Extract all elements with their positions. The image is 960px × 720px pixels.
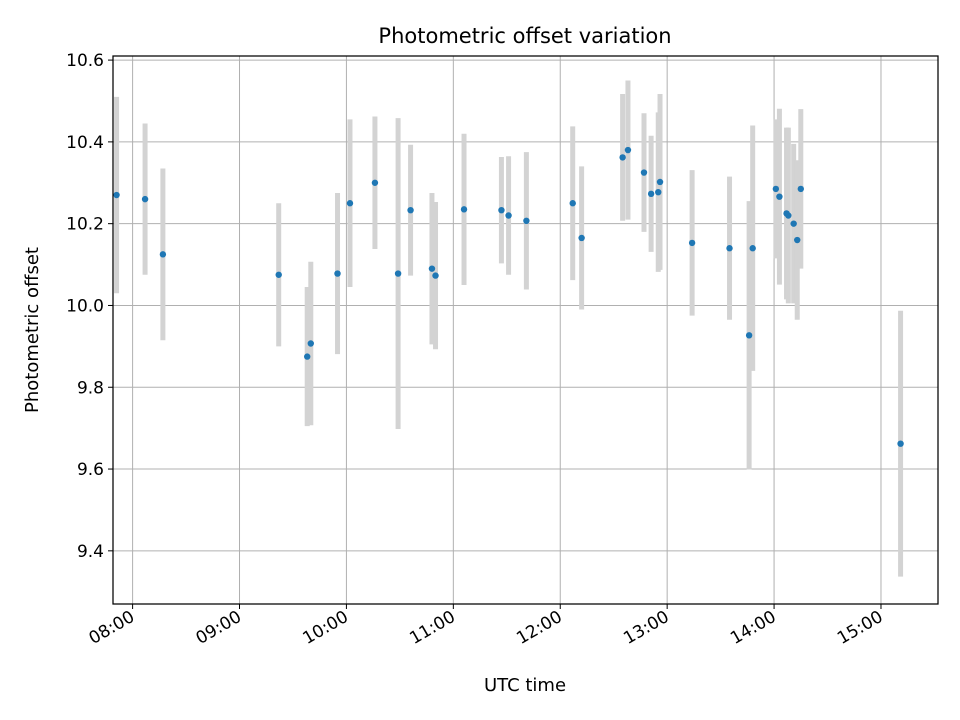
- data-point: [640, 169, 648, 176]
- data-point: [334, 270, 341, 277]
- data-point: [897, 440, 904, 447]
- data-point: [749, 245, 756, 252]
- data-point: [797, 185, 804, 193]
- data-point: [498, 206, 505, 214]
- data-points: [113, 146, 904, 447]
- data-point: [275, 271, 282, 278]
- data-point: [394, 270, 402, 277]
- data-point: [655, 188, 662, 196]
- data-point: [159, 251, 167, 258]
- data-point: [772, 185, 780, 193]
- data-point: [688, 239, 696, 247]
- data-point: [505, 212, 512, 219]
- data-point: [371, 179, 379, 186]
- chart-title: Photometric offset variation: [378, 24, 671, 48]
- data-point: [726, 245, 733, 252]
- y-tick-label: 10.0: [66, 296, 104, 316]
- data-point: [141, 195, 149, 203]
- data-point: [346, 200, 354, 207]
- y-tick-label: 9.4: [77, 542, 104, 562]
- data-point: [794, 236, 801, 244]
- y-tick-label: 10.4: [66, 133, 104, 153]
- data-point: [647, 190, 655, 198]
- data-point: [745, 332, 753, 339]
- y-tick-label: 9.8: [77, 378, 104, 398]
- data-point: [619, 154, 626, 161]
- data-point: [790, 220, 797, 227]
- y-tick-label: 10.6: [66, 51, 104, 71]
- data-point: [656, 178, 664, 186]
- data-point: [624, 146, 632, 154]
- data-point: [776, 193, 783, 200]
- data-point: [569, 200, 576, 207]
- data-point: [428, 265, 436, 272]
- data-point: [407, 206, 414, 214]
- axes-frame: [112, 55, 939, 605]
- data-point: [113, 191, 120, 199]
- data-point: [304, 353, 311, 360]
- y-tick-label: 10.2: [66, 215, 104, 235]
- x-axis-label: UTC time: [484, 675, 566, 696]
- data-point: [432, 272, 439, 279]
- data-point: [523, 217, 530, 225]
- data-point: [460, 206, 468, 213]
- data-point: [785, 212, 792, 219]
- y-axis-label: Photometric offset: [22, 247, 43, 413]
- data-point: [307, 340, 314, 347]
- data-point: [578, 234, 585, 242]
- y-tick-label: 9.6: [77, 460, 104, 480]
